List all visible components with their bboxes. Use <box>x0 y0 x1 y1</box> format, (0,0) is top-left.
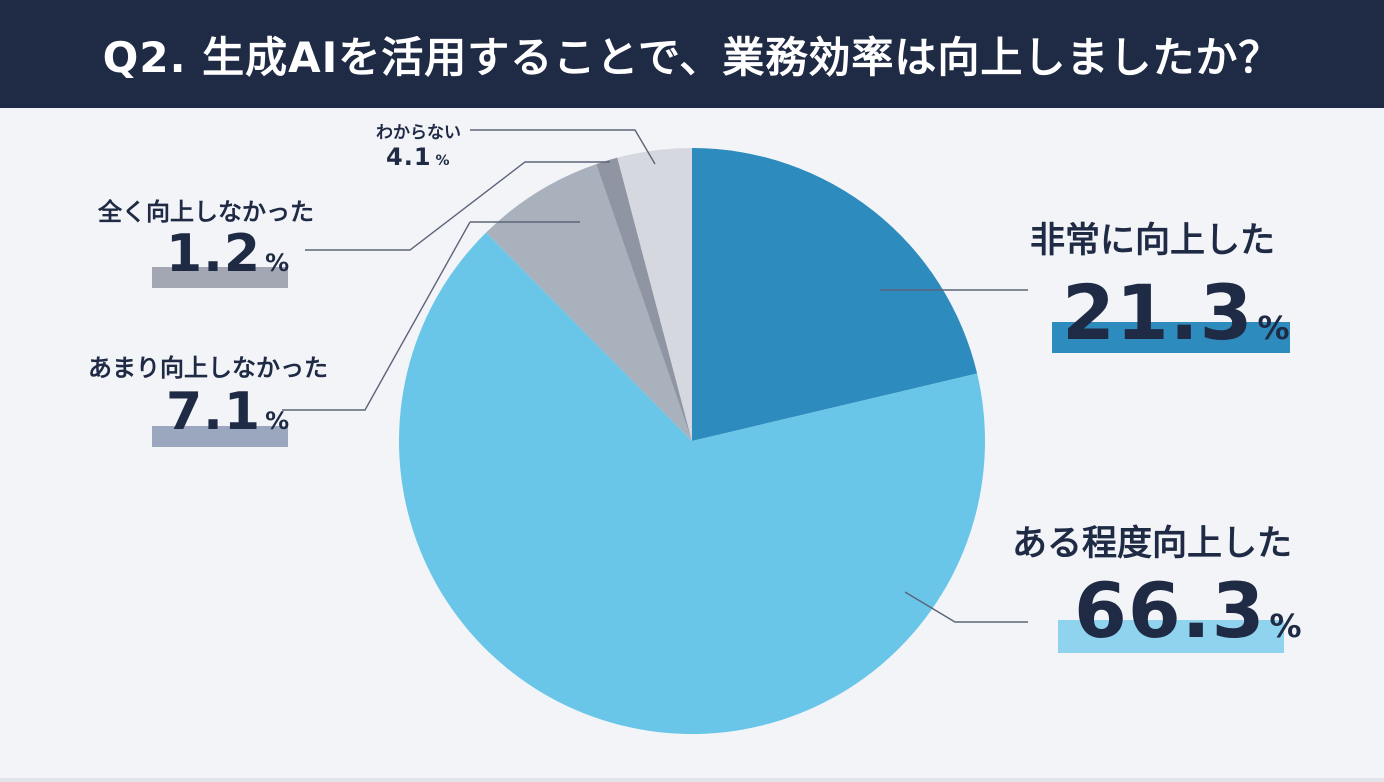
slice-value-wrap-0: 21.3% <box>1062 268 1290 357</box>
slice-label-2: あまり向上しなかった <box>88 348 328 383</box>
slice-name-4: わからない <box>376 123 461 143</box>
title-bar: Q2. 生成AIを活用することで、業務効率は向上しましたか？ <box>0 0 1384 108</box>
slice-value-4: 4.1 <box>386 143 432 171</box>
bottom-rule <box>0 778 1384 782</box>
slice-value-wrap-3: 1.2% <box>166 224 289 284</box>
slice-value-1: 66.3 <box>1074 566 1266 655</box>
pie-slice-2 <box>486 164 692 442</box>
slice-label-4: わからない <box>376 118 461 143</box>
slice-pct-4: % <box>435 153 450 169</box>
slice-label-0: 非常に向上した <box>1030 212 1275 263</box>
slice-name-3: 全く向上しなかった <box>98 198 314 226</box>
slice-value-wrap-2: 7.1% <box>166 382 289 442</box>
chart-title: Q2. 生成AIを活用することで、業務効率は向上しましたか？ <box>102 32 1282 82</box>
slice-pct-3: % <box>265 249 290 277</box>
slice-name-1: ある程度向上した <box>1012 524 1293 564</box>
leader-line-3 <box>282 221 471 411</box>
slice-label-3: 全く向上しなかった <box>98 192 314 227</box>
slice-pct-0: % <box>1257 309 1290 347</box>
slice-pct-2: % <box>265 407 290 435</box>
leader-line-4 <box>305 161 610 251</box>
pie-slice-4 <box>617 148 692 441</box>
slice-label-1: ある程度向上した <box>1012 515 1292 566</box>
slice-name-2: あまり向上しなかった <box>88 354 328 382</box>
pie-slice-3 <box>596 157 692 441</box>
slice-value-wrap-4: 4.1% <box>386 143 450 171</box>
pie-slice-0 <box>692 148 978 441</box>
slice-value-2: 7.1 <box>166 382 262 442</box>
leader-line-1 <box>904 591 1028 623</box>
slice-value-0: 21.3 <box>1062 268 1254 357</box>
slice-pct-1: % <box>1269 607 1302 645</box>
slice-name-0: 非常に向上した <box>1030 221 1276 261</box>
leader-line-5 <box>470 129 656 165</box>
highlight-bar-2 <box>152 426 288 447</box>
slice-value-3: 1.2 <box>166 224 262 284</box>
slice-value-wrap-1: 66.3% <box>1074 566 1302 655</box>
highlight-bar-1 <box>1058 620 1284 653</box>
highlight-bar-3 <box>152 267 288 288</box>
pie-slice-1 <box>398 232 986 734</box>
highlight-bar-0 <box>1052 322 1290 353</box>
